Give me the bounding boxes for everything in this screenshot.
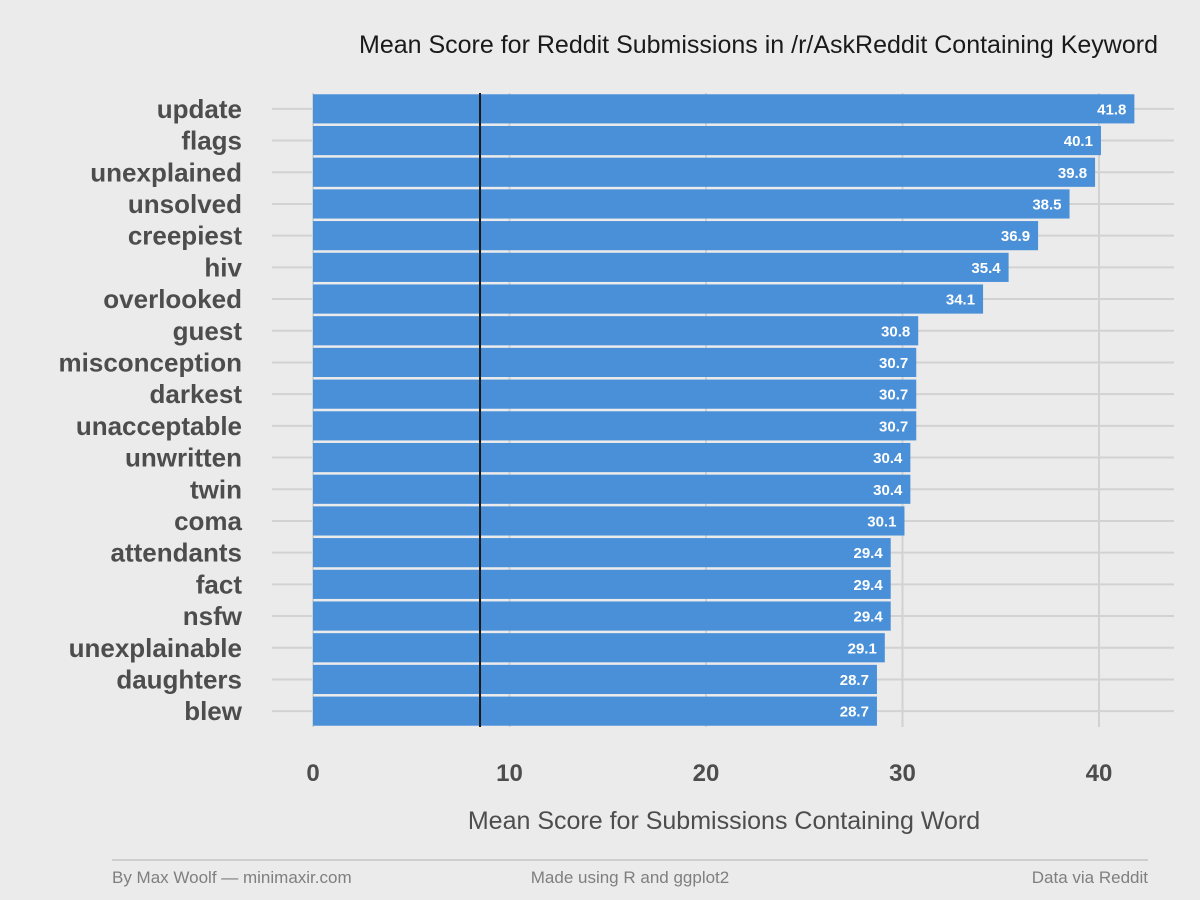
category-label: overlooked bbox=[103, 284, 242, 314]
category-label: unwritten bbox=[125, 443, 242, 473]
bar bbox=[313, 252, 1009, 282]
bar bbox=[313, 125, 1101, 156]
bar-value-label: 40.1 bbox=[1064, 133, 1093, 150]
bar-value-label: 36.9 bbox=[1001, 228, 1030, 245]
footer-data-source: Data via Reddit bbox=[1032, 868, 1149, 887]
x-tick-label: 40 bbox=[1086, 760, 1113, 787]
bar-value-label: 38.5 bbox=[1032, 196, 1061, 213]
bar bbox=[313, 633, 885, 663]
bar bbox=[313, 569, 891, 599]
category-label: daughters bbox=[116, 664, 242, 694]
bar bbox=[313, 538, 891, 568]
category-label: hiv bbox=[204, 252, 242, 282]
bar bbox=[313, 379, 917, 409]
footer-made-with: Made using R and ggplot2 bbox=[531, 868, 729, 887]
bar bbox=[313, 601, 891, 631]
category-label: unacceptable bbox=[76, 411, 242, 441]
bars bbox=[313, 94, 1135, 726]
bar-value-label: 30.4 bbox=[873, 482, 903, 499]
category-label: attendants bbox=[111, 538, 242, 568]
bar bbox=[313, 664, 877, 695]
category-label: guest bbox=[173, 316, 243, 346]
bar-value-label: 39.8 bbox=[1058, 165, 1087, 182]
category-label: unexplained bbox=[90, 157, 242, 187]
category-label: twin bbox=[190, 474, 242, 504]
x-tick-labels: 0 10 20 30 40 bbox=[306, 760, 1112, 787]
category-label: creepiest bbox=[128, 221, 243, 251]
bar bbox=[313, 411, 917, 441]
x-tick-label: 10 bbox=[496, 760, 523, 787]
category-label: flags bbox=[181, 126, 242, 156]
grid-lines bbox=[272, 93, 1174, 727]
bar bbox=[313, 442, 911, 473]
category-label: unsolved bbox=[128, 189, 242, 219]
bar bbox=[313, 696, 877, 726]
x-tick-label: 20 bbox=[693, 760, 720, 787]
x-axis-title: Mean Score for Submissions Containing Wo… bbox=[468, 807, 980, 835]
bar-value-label: 41.8 bbox=[1097, 101, 1126, 118]
bar bbox=[313, 157, 1096, 187]
category-label: blew bbox=[184, 696, 243, 726]
bar bbox=[313, 221, 1039, 251]
value-labels: 41.840.1 39.8 38.536.935.4 34.1 30.8 30.7 30.7… bbox=[840, 101, 1127, 720]
x-tick-label: 30 bbox=[889, 760, 916, 787]
bar-value-label: 29.4 bbox=[854, 609, 884, 626]
bar-value-label: 30.8 bbox=[881, 323, 910, 340]
bar bbox=[313, 284, 984, 314]
bar-value-label: 30.7 bbox=[879, 387, 908, 404]
bar-value-label: 29.1 bbox=[848, 640, 877, 657]
bar-value-label: 28.7 bbox=[840, 672, 869, 689]
bar-value-label: 30.7 bbox=[879, 355, 908, 372]
bar-value-label: 30.4 bbox=[873, 450, 903, 467]
bar bbox=[313, 94, 1135, 124]
category-labels: updateflagsunexplainedunsolvedcreepiesth… bbox=[59, 94, 243, 726]
bar bbox=[313, 189, 1070, 219]
bar-value-label: 30.7 bbox=[879, 418, 908, 435]
bar-value-label: 34.1 bbox=[946, 292, 975, 309]
bar-value-label: 35.4 bbox=[971, 260, 1001, 277]
bar-value-label: 30.1 bbox=[867, 513, 896, 530]
bar-value-label: 28.7 bbox=[840, 704, 869, 721]
category-label: darkest bbox=[150, 379, 243, 409]
bar bbox=[313, 506, 905, 536]
category-label: nsfw bbox=[183, 601, 243, 631]
chart-title: Mean Score for Reddit Submissions in /r/… bbox=[359, 31, 1158, 59]
bar-value-label: 29.4 bbox=[854, 577, 884, 594]
category-label: coma bbox=[174, 506, 242, 536]
bar bbox=[313, 316, 919, 346]
category-label: fact bbox=[196, 569, 243, 599]
bar bbox=[313, 347, 917, 378]
category-label: update bbox=[157, 94, 242, 124]
bar bbox=[313, 474, 911, 504]
footer-credit: By Max Woolf — minimaxir.com bbox=[112, 868, 352, 887]
x-tick-label: 0 bbox=[306, 760, 319, 787]
category-label: misconception bbox=[59, 347, 242, 377]
bar-value-label: 29.4 bbox=[854, 545, 884, 562]
category-label: unexplainable bbox=[69, 633, 242, 663]
